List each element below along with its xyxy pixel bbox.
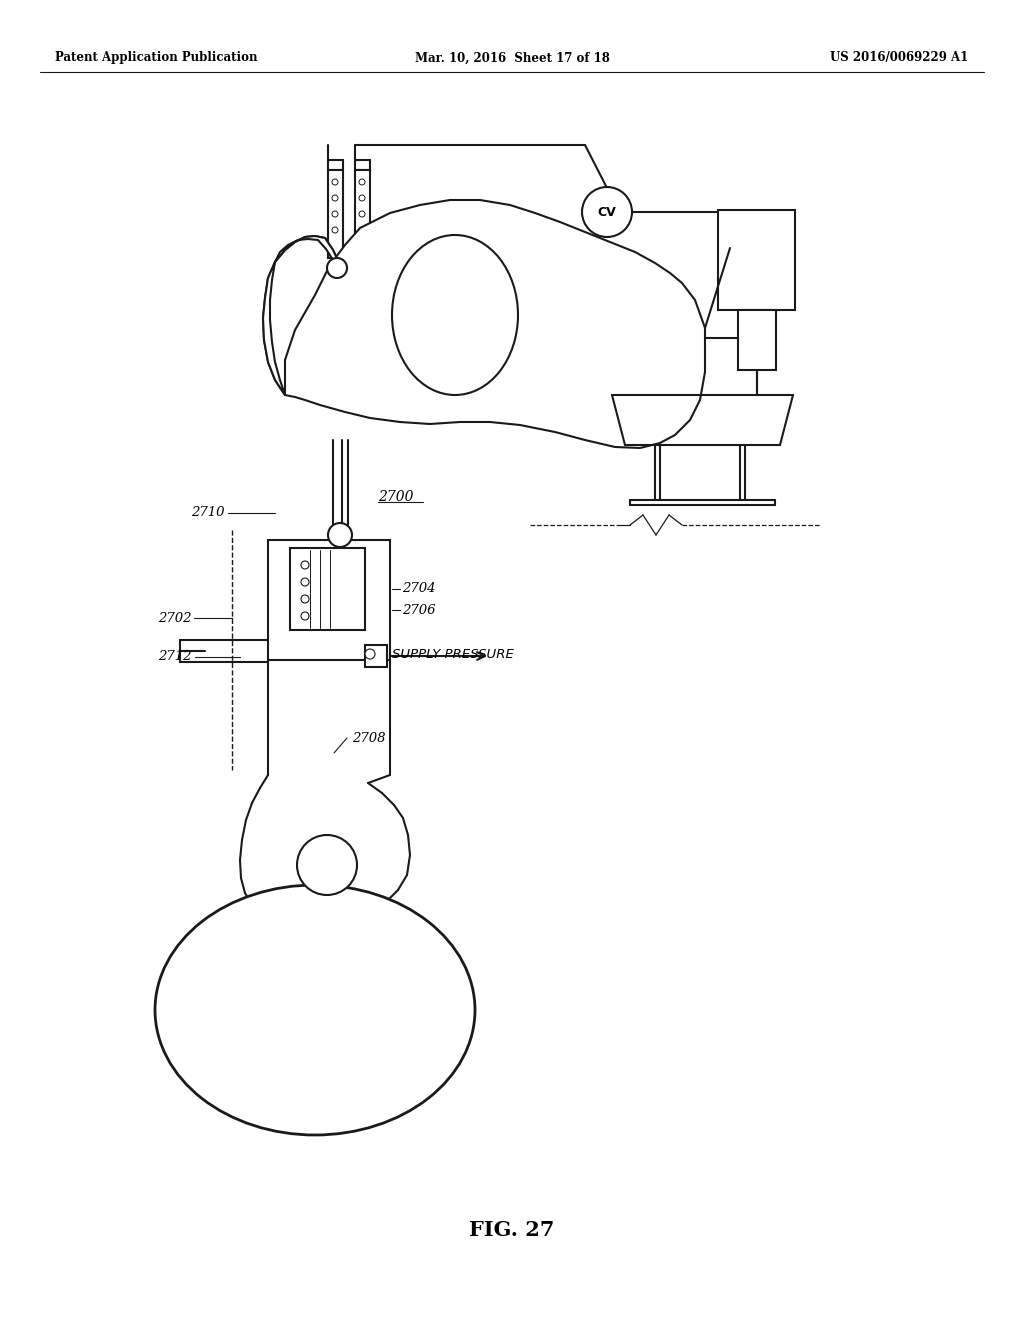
Circle shape [301,561,309,569]
Circle shape [332,227,338,234]
Circle shape [359,211,365,216]
Circle shape [359,180,365,185]
Bar [738,310,776,370]
Text: 2710: 2710 [191,507,225,520]
Circle shape [301,595,309,603]
Bar [355,170,370,257]
Text: FIG. 27: FIG. 27 [469,1220,555,1239]
Text: Mar. 10, 2016  Sheet 17 of 18: Mar. 10, 2016 Sheet 17 of 18 [415,51,609,65]
Text: 2702: 2702 [159,611,193,624]
Text: 2706: 2706 [402,603,435,616]
Circle shape [332,195,338,201]
Polygon shape [263,236,340,395]
Ellipse shape [392,235,518,395]
Circle shape [328,523,352,546]
Circle shape [332,180,338,185]
Text: Patent Application Publication: Patent Application Publication [55,51,257,65]
Ellipse shape [155,884,475,1135]
Bar [328,160,343,170]
Text: 2704: 2704 [402,582,435,595]
Circle shape [582,187,632,238]
Bar [290,548,365,630]
Bar [365,645,387,667]
Text: 2700: 2700 [378,490,414,504]
Bar [718,210,795,310]
Circle shape [332,211,338,216]
Text: 2712: 2712 [159,651,193,664]
Circle shape [297,836,357,895]
Circle shape [301,578,309,586]
Circle shape [359,195,365,201]
Bar [268,540,390,660]
Circle shape [327,257,347,279]
Text: 2708: 2708 [352,731,385,744]
Text: SUPPLY PRESSURE: SUPPLY PRESSURE [392,648,514,661]
Bar [328,170,343,257]
Circle shape [359,227,365,234]
Text: US 2016/0069229 A1: US 2016/0069229 A1 [829,51,968,65]
Bar [355,160,370,170]
Polygon shape [285,201,705,447]
Text: CV: CV [598,206,616,219]
Circle shape [365,649,375,659]
Circle shape [301,612,309,620]
